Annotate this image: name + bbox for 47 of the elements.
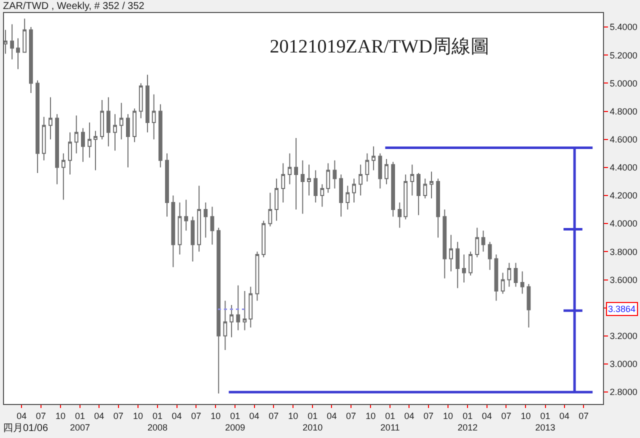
x-tick-label: 04 xyxy=(326,410,337,421)
x-tick-label: 01 2013 xyxy=(535,410,556,432)
x-tick-label: 04 xyxy=(482,410,492,421)
text: 3.3864 xyxy=(608,304,636,314)
y-tick-label: 4.2000 xyxy=(610,190,638,201)
x-tick-label: 10 xyxy=(520,410,531,421)
x-tick-label: 01 2009 xyxy=(225,410,246,432)
x-tick-label: 04 xyxy=(404,410,414,421)
x-tick-label: 10 xyxy=(210,410,221,421)
x-tick-label: 04 xyxy=(249,410,260,421)
x-tick-label: 01 2008 xyxy=(147,410,168,432)
x-tick-label: 01 2007 xyxy=(70,410,90,432)
x-tick-label: 07 xyxy=(501,410,512,421)
x-tick-label: 07 xyxy=(346,410,356,421)
y-tick-label: 2.8000 xyxy=(610,387,638,398)
y-tick-label: 5.2000 xyxy=(610,50,638,60)
x-tick-label: 07 xyxy=(424,410,434,421)
x-tick-label: 07 xyxy=(578,410,589,421)
y-tick-label: 4.8000 xyxy=(610,106,638,116)
chart-subtitle: ZAR/TWD , Weekly, # 352 / 352 xyxy=(3,1,145,12)
y-tick-label: 3.8000 xyxy=(610,246,638,257)
y-tick-label: 5.0000 xyxy=(610,78,638,88)
x-tick-label: 10 xyxy=(132,410,143,421)
x-tick-label: 01 2012 xyxy=(458,410,478,432)
y-tick-label: 3.2000 xyxy=(610,331,638,342)
text: 四月01/06 xyxy=(3,423,48,434)
x-tick-label: 01 2011 xyxy=(380,410,400,432)
y-tick-label: 4.0000 xyxy=(610,218,638,229)
y-tick-label: 3.6000 xyxy=(610,274,638,285)
x-tick-label: 10 xyxy=(366,410,376,421)
y-tick-label: 4.4000 xyxy=(610,162,638,173)
x-tick-label: 10 xyxy=(55,410,66,421)
y-tick-label: 3.0000 xyxy=(610,359,638,370)
x-tick-label: 04 xyxy=(172,410,182,421)
x-tick-label: 04 xyxy=(94,410,104,421)
x-tick-label: 04 xyxy=(16,410,27,421)
y-tick-label: 4.6000 xyxy=(610,134,638,145)
x-tick-label: 07 xyxy=(268,410,279,421)
x-tick-label: 07 xyxy=(113,410,124,421)
y-tick-label: 5.4000 xyxy=(610,22,638,32)
text: 20121019ZAR/TWD周線圖 xyxy=(270,36,490,58)
x-tick-label: 07 xyxy=(36,410,46,421)
x-tick-label: 10 xyxy=(288,410,298,421)
x-tick-label: 10 xyxy=(443,410,454,421)
x-tick-label: 01 2010 xyxy=(302,410,323,432)
x-tick-label: 04 xyxy=(559,410,570,421)
x-tick-label: 07 xyxy=(191,410,202,421)
